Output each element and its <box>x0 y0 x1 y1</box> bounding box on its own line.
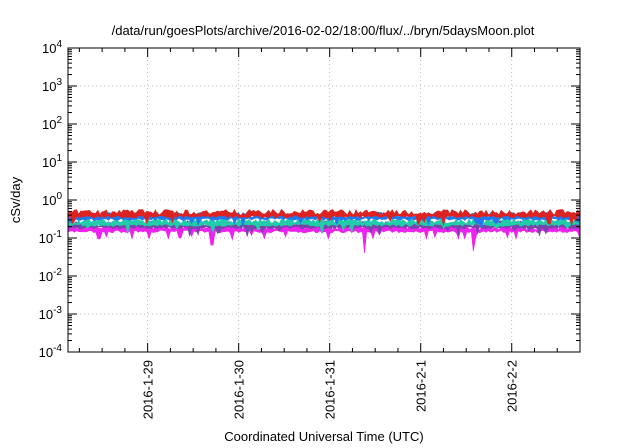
y-tick-label: 10-1 <box>39 229 63 246</box>
series-layer <box>67 208 581 254</box>
x-tick-label: 2016-2-2 <box>505 360 520 412</box>
x-axis-label: Coordinated Universal Time (UTC) <box>224 429 423 444</box>
x-tick-label: 2016-1-31 <box>323 360 338 419</box>
y-tick-label: 10-4 <box>39 343 63 360</box>
x-tick-label: 2016-1-29 <box>141 360 156 419</box>
chart-title: /data/run/goesPlots/archive/2016-02-02/1… <box>112 23 535 38</box>
y-axis-label: cSv/day <box>8 176 23 223</box>
y-tick-label: 102 <box>42 115 62 132</box>
y-tick-label: 10-2 <box>39 267 63 284</box>
y-tick-label: 10-3 <box>39 305 63 322</box>
gridlines <box>68 48 580 352</box>
y-tick-label: 101 <box>42 153 62 170</box>
x-tick-label: 2016-2-1 <box>414 360 429 412</box>
x-tick-label: 2016-1-30 <box>232 360 247 419</box>
x-axis-ticks: 2016-1-29 2016-1-30 2016-1-31 2016-2-1 2016-… <box>78 48 581 419</box>
y-tick-label: 100 <box>42 191 62 208</box>
y-axis-ticks: 10-4 10-3 10-2 10-1 100 101 102 103 104 <box>39 39 580 360</box>
y-tick-label: 104 <box>42 39 62 56</box>
y-tick-label: 103 <box>42 77 62 94</box>
